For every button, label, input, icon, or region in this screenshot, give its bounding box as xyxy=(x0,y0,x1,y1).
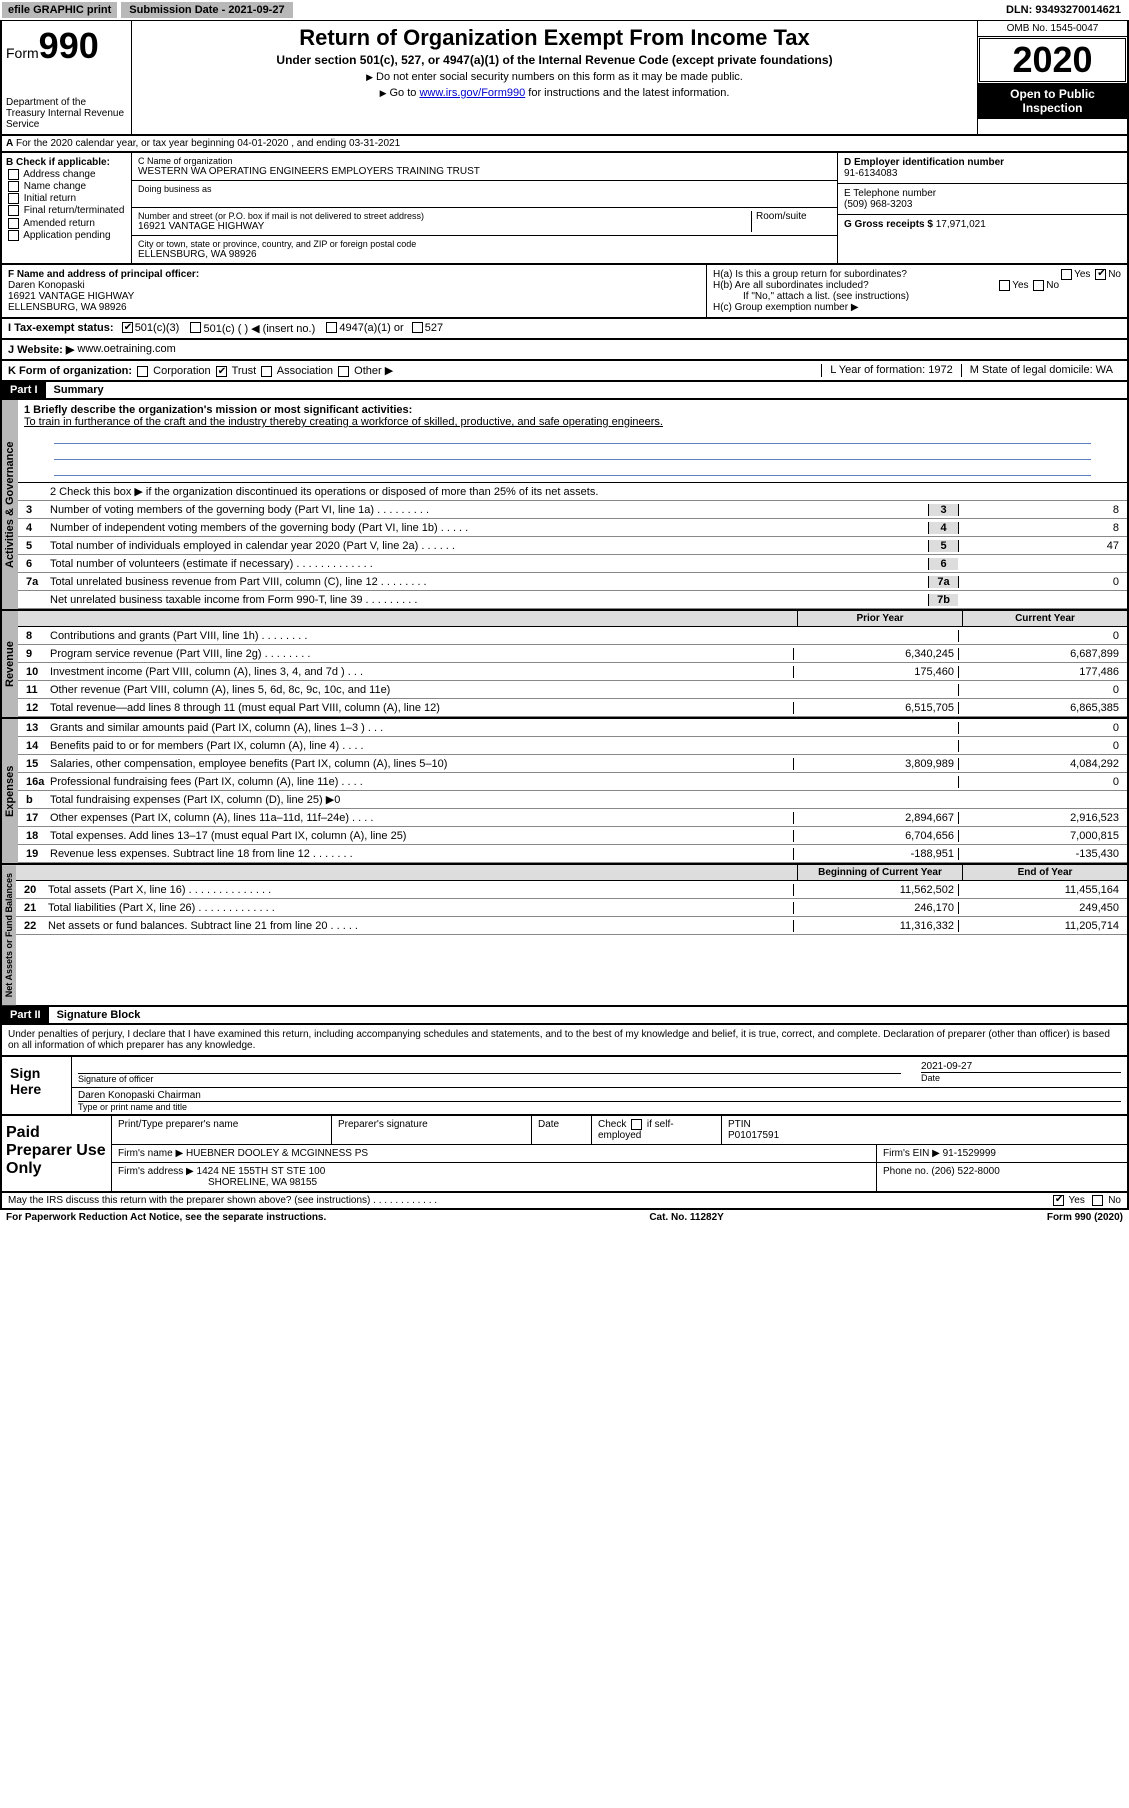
dln: DLN: 93493270014621 xyxy=(1006,4,1127,16)
street-address: 16921 VANTAGE HIGHWAY xyxy=(138,221,751,232)
summary-line: 10Investment income (Part VIII, column (… xyxy=(18,663,1127,681)
year-headers: Prior Year Current Year xyxy=(18,611,1127,627)
netassets-label: Net Assets or Fund Balances xyxy=(2,865,16,1005)
section-i: I Tax-exempt status: 501(c)(3) 501(c) ( … xyxy=(0,319,1129,340)
section-c: C Name of organization WESTERN WA OPERAT… xyxy=(132,153,837,263)
irs-link[interactable]: www.irs.gov/Form990 xyxy=(419,87,525,99)
website: www.oetraining.com xyxy=(77,343,175,356)
summary-line: 13Grants and similar amounts paid (Part … xyxy=(18,719,1127,737)
ein: 91-6134083 xyxy=(844,168,897,179)
summary-line: 14Benefits paid to or for members (Part … xyxy=(18,737,1127,755)
instruction-1: Do not enter social security numbers on … xyxy=(140,71,969,83)
revenue-label: Revenue xyxy=(2,611,18,717)
footer-row: For Paperwork Reduction Act Notice, see … xyxy=(0,1210,1129,1225)
summary-line: 20Total assets (Part X, line 16) . . . .… xyxy=(16,881,1127,899)
section-j: J Website: ▶ www.oetraining.com xyxy=(0,340,1129,361)
mission: 1 Briefly describe the organization's mi… xyxy=(18,400,1127,483)
telephone: (509) 968-3203 xyxy=(844,199,1121,210)
part1-header: Part I Summary xyxy=(0,382,1129,400)
department: Department of the Treasury Internal Reve… xyxy=(6,97,127,130)
summary-line: 5Total number of individuals employed in… xyxy=(18,537,1127,555)
section-h: H(a) Is this a group return for subordin… xyxy=(707,265,1127,317)
summary-line: 17Other expenses (Part IX, column (A), l… xyxy=(18,809,1127,827)
balance-headers: Beginning of Current Year End of Year xyxy=(16,865,1127,881)
section-b: B Check if applicable: Address change Na… xyxy=(2,153,132,263)
summary-line: 9Program service revenue (Part VIII, lin… xyxy=(18,645,1127,663)
tax-year: 2020 xyxy=(980,39,1125,81)
sections-fh: F Name and address of principal officer:… xyxy=(0,265,1129,319)
summary-line: 21Total liabilities (Part X, line 26) . … xyxy=(16,899,1127,917)
expenses-label: Expenses xyxy=(2,719,18,863)
summary-line: 18Total expenses. Add lines 13–17 (must … xyxy=(18,827,1127,845)
summary-line: 4Number of independent voting members of… xyxy=(18,519,1127,537)
section-f: F Name and address of principal officer:… xyxy=(2,265,707,317)
paid-preparer-block: Paid Preparer Use Only Print/Type prepar… xyxy=(0,1116,1129,1193)
summary-line: 7aTotal unrelated business revenue from … xyxy=(18,573,1127,591)
governance-block: Activities & Governance 1 Briefly descri… xyxy=(0,400,1129,611)
declaration: Under penalties of perjury, I declare th… xyxy=(0,1025,1129,1057)
summary-line: bTotal fundraising expenses (Part IX, co… xyxy=(18,791,1127,809)
sign-here-block: Sign Here Signature of officer 2021-09-2… xyxy=(0,1057,1129,1116)
sections-bcdefg: B Check if applicable: Address change Na… xyxy=(0,153,1129,265)
summary-line: Net unrelated business taxable income fr… xyxy=(18,591,1127,609)
part2-header: Part II Signature Block xyxy=(0,1007,1129,1025)
revenue-block: Revenue Prior Year Current Year 8Contrib… xyxy=(0,611,1129,719)
summary-line: 8Contributions and grants (Part VIII, li… xyxy=(18,627,1127,645)
summary-line: 6Total number of volunteers (estimate if… xyxy=(18,555,1127,573)
open-inspection: Open to Public Inspection xyxy=(978,83,1127,119)
form-title: Return of Organization Exempt From Incom… xyxy=(140,25,969,51)
summary-line: 3Number of voting members of the governi… xyxy=(18,501,1127,519)
expenses-block: Expenses 13Grants and similar amounts pa… xyxy=(0,719,1129,865)
summary-line: 19Revenue less expenses. Subtract line 1… xyxy=(18,845,1127,863)
form-number: Form990 xyxy=(6,25,127,67)
org-name: WESTERN WA OPERATING ENGINEERS EMPLOYERS… xyxy=(138,166,831,177)
gross-receipts: 17,971,021 xyxy=(936,219,986,230)
section-a: A For the 2020 calendar year, or tax yea… xyxy=(0,136,1129,153)
form-header: Form990 Department of the Treasury Inter… xyxy=(0,21,1129,136)
instruction-2: Go to www.irs.gov/Form990 for instructio… xyxy=(140,87,969,99)
omb-number: OMB No. 1545-0047 xyxy=(978,21,1127,37)
summary-line: 11Other revenue (Part VIII, column (A), … xyxy=(18,681,1127,699)
governance-label: Activities & Governance xyxy=(2,400,18,609)
submission-date: Submission Date - 2021-09-27 xyxy=(121,2,292,18)
summary-line: 15Salaries, other compensation, employee… xyxy=(18,755,1127,773)
form-subtitle: Under section 501(c), 527, or 4947(a)(1)… xyxy=(140,53,969,67)
discuss-row: May the IRS discuss this return with the… xyxy=(0,1193,1129,1210)
efile-label: efile GRAPHIC print xyxy=(2,2,117,18)
netassets-block: Net Assets or Fund Balances Beginning of… xyxy=(0,865,1129,1007)
section-deg: D Employer identification number 91-6134… xyxy=(837,153,1127,263)
summary-line: 22Net assets or fund balances. Subtract … xyxy=(16,917,1127,935)
top-bar: efile GRAPHIC print Submission Date - 20… xyxy=(0,0,1129,21)
summary-line: 16aProfessional fundraising fees (Part I… xyxy=(18,773,1127,791)
summary-line: 12Total revenue—add lines 8 through 11 (… xyxy=(18,699,1127,717)
section-klm: K Form of organization: Corporation Trus… xyxy=(0,361,1129,382)
city-state-zip: ELLENSBURG, WA 98926 xyxy=(138,249,831,260)
